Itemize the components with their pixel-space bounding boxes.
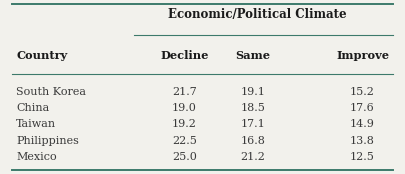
Text: China: China: [16, 103, 49, 113]
Text: 12.5: 12.5: [350, 152, 375, 162]
Text: 25.0: 25.0: [172, 152, 197, 162]
Text: 18.5: 18.5: [241, 103, 266, 113]
Text: 16.8: 16.8: [241, 136, 266, 145]
Text: 17.1: 17.1: [241, 119, 266, 129]
Text: 19.2: 19.2: [172, 119, 197, 129]
Text: Philippines: Philippines: [16, 136, 79, 145]
Text: Same: Same: [236, 50, 271, 61]
Text: 13.8: 13.8: [350, 136, 375, 145]
Text: Economic/Political Climate: Economic/Political Climate: [168, 8, 347, 21]
Text: 15.2: 15.2: [350, 87, 375, 97]
Text: Mexico: Mexico: [16, 152, 57, 162]
Text: 17.6: 17.6: [350, 103, 375, 113]
Text: Improve: Improve: [336, 50, 389, 61]
Text: Taiwan: Taiwan: [16, 119, 56, 129]
Text: South Korea: South Korea: [16, 87, 86, 97]
Text: 19.0: 19.0: [172, 103, 197, 113]
Text: Country: Country: [16, 50, 68, 61]
Text: Decline: Decline: [160, 50, 209, 61]
Text: 19.1: 19.1: [241, 87, 266, 97]
Text: 21.7: 21.7: [172, 87, 197, 97]
Text: 22.5: 22.5: [172, 136, 197, 145]
Text: 14.9: 14.9: [350, 119, 375, 129]
Text: 21.2: 21.2: [241, 152, 266, 162]
